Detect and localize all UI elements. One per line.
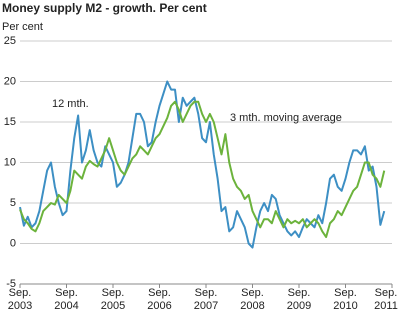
y-tick-label: 15: [4, 116, 16, 128]
x-tick-label: Sep. 2003: [7, 287, 33, 312]
x-tick-label: Sep. 2005: [100, 287, 126, 312]
series-line: [19, 80, 386, 249]
x-tick-label: Sep. 2010: [333, 287, 358, 312]
y-tick-label: 25: [4, 35, 16, 47]
y-tick-label: 0: [10, 237, 16, 249]
series-label: 12 mth.: [52, 98, 89, 110]
chart-title: Money supply M2 - growth. Per cent: [2, 1, 207, 15]
y-tick-label: -5: [6, 278, 16, 290]
series-line: [19, 100, 386, 239]
x-tick-label: Sep. 2009: [286, 287, 312, 312]
x-tick-label: Sep. 2007: [193, 287, 219, 312]
series-label: 3 mth. moving average: [230, 112, 342, 124]
y-axis-label: Per cent: [2, 21, 43, 33]
x-tick-label: Sep. 2011: [374, 287, 398, 312]
x-tick-label: Sep. 2004: [54, 287, 79, 312]
y-tick-label: 10: [4, 156, 16, 168]
x-tick-label: Sep. 2006: [147, 287, 172, 312]
x-tick-label: Sep. 2008: [240, 287, 265, 312]
y-tick-label: 5: [10, 197, 16, 209]
y-tick-label: 20: [4, 75, 16, 87]
